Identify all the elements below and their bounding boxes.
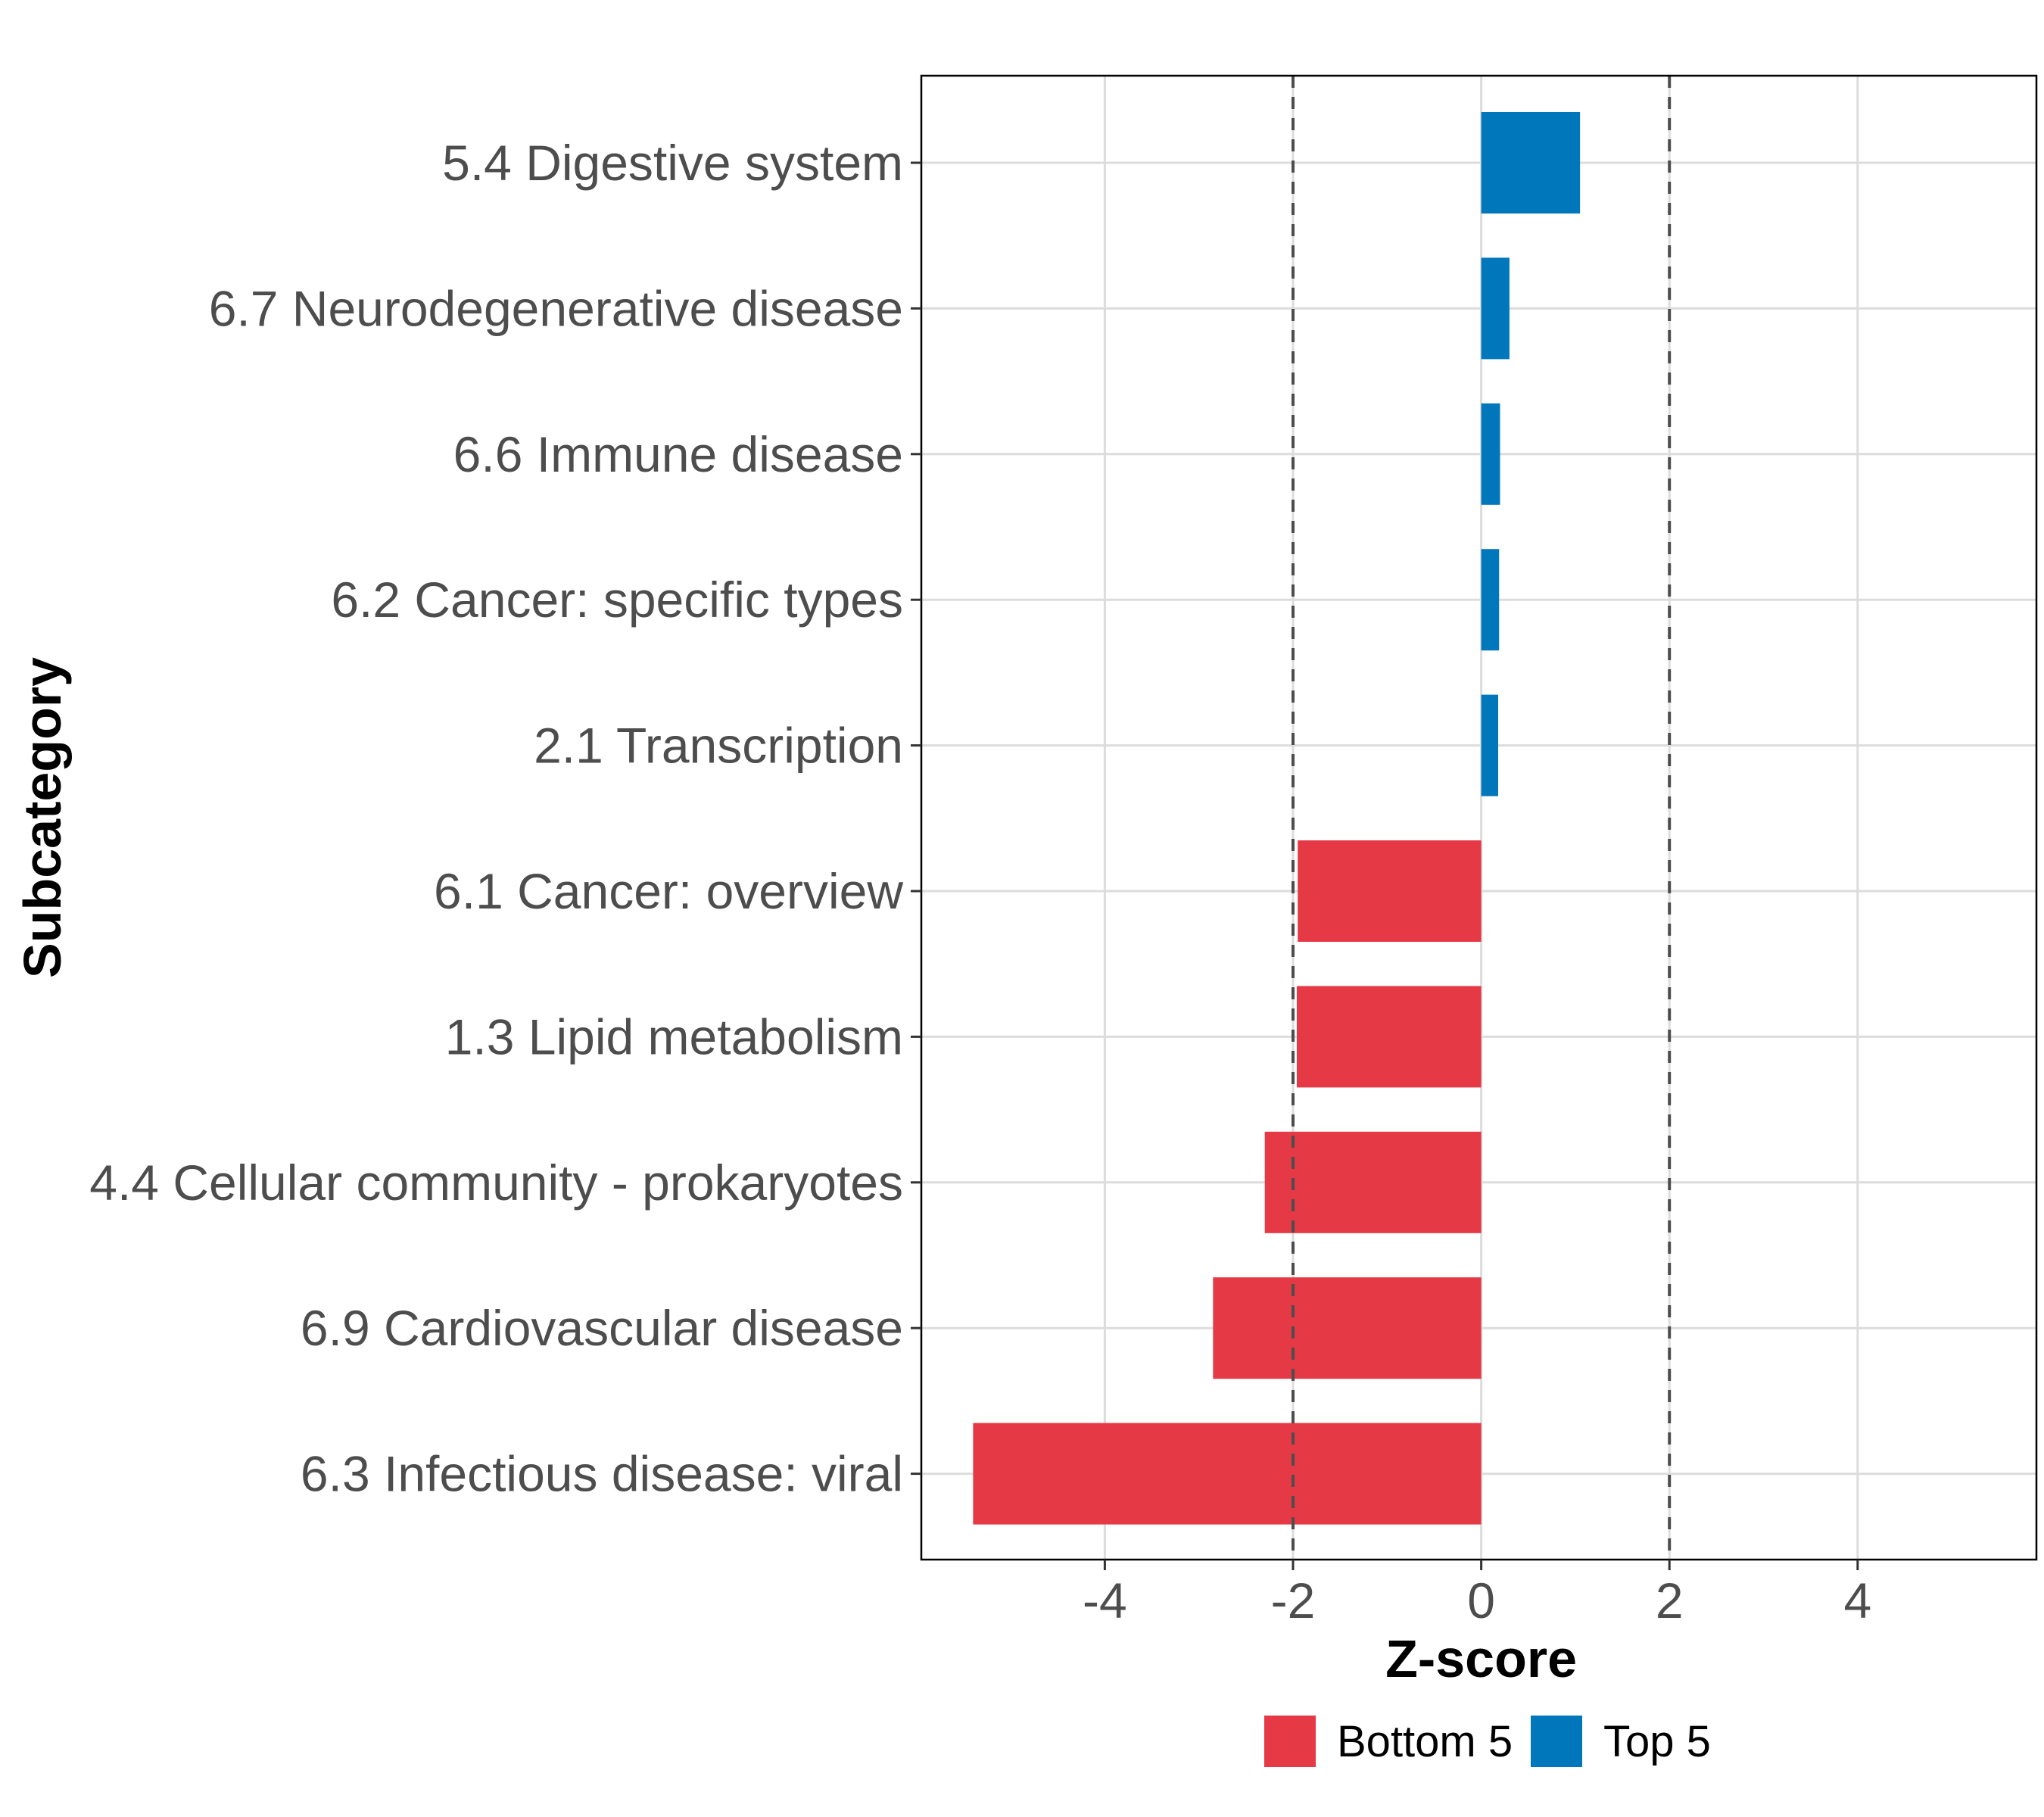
y-axis-title: Subcategory: [13, 657, 72, 978]
y-axis: 5.4 Digestive system 6.7 Neurodegenerativ…: [89, 135, 921, 1502]
y-tick-label: 5.4 Digestive system: [442, 135, 903, 191]
bar-10: [973, 1423, 1482, 1525]
legend-swatch-1: [1264, 1716, 1316, 1767]
legend-swatch-2: [1531, 1716, 1582, 1767]
legend-label-2: Top 5: [1603, 1717, 1711, 1766]
y-tick-label: 6.1 Cancer: overview: [434, 863, 903, 919]
bar-1: [1481, 112, 1581, 213]
bar-4: [1481, 549, 1500, 651]
bar-5: [1481, 694, 1498, 796]
bar-3: [1481, 403, 1500, 505]
bar-9: [1213, 1277, 1482, 1379]
x-axis-title: Z-score: [1385, 1629, 1577, 1688]
panel-border: [920, 74, 2038, 1561]
x-axis: -4 -2 0 2 4: [1083, 1560, 1871, 1628]
x-tick-label: 4: [1843, 1572, 1871, 1628]
bar-8: [1264, 1131, 1482, 1233]
y-tick-label: 6.3 Infectious disease: viral: [301, 1446, 903, 1502]
y-tick-label: 6.7 Neurodegenerative disease: [209, 280, 903, 336]
reference-lines: [1292, 76, 1672, 1560]
y-tick-label: 6.2 Cancer: specific types: [331, 572, 903, 628]
legend: Bottom 5 Top 5: [1264, 1716, 1711, 1767]
bar-7: [1296, 986, 1482, 1088]
x-tick-label: 2: [1656, 1572, 1684, 1628]
legend-label-1: Bottom 5: [1337, 1717, 1513, 1766]
y-tick-label: 6.9 Cardiovascular disease: [301, 1300, 903, 1356]
bars: [973, 112, 1581, 1525]
x-tick-label: -2: [1271, 1572, 1316, 1628]
bar-2: [1481, 257, 1510, 360]
x-tick-label: -4: [1083, 1572, 1127, 1628]
bar-6: [1298, 840, 1482, 942]
y-tick-label: 1.3 Lipid metabolism: [445, 1008, 903, 1064]
y-tick-label: 2.1 Transcription: [534, 718, 903, 774]
y-tick-label: 4.4 Cellular community - prokaryotes: [89, 1155, 903, 1211]
y-tick-label: 6.6 Immune disease: [453, 426, 903, 482]
x-tick-label: 0: [1467, 1572, 1495, 1628]
